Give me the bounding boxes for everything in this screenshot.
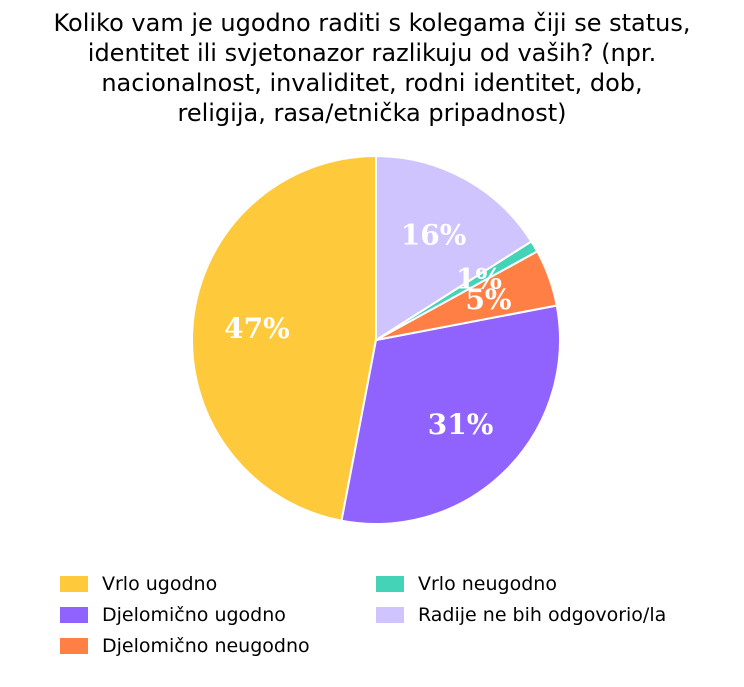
legend-label-3: Vrlo neugodno [418, 572, 557, 595]
legend-swatch-4 [376, 606, 404, 623]
legend-label-4: Radije ne bih odgovorio/la [418, 603, 667, 626]
pie-labels: 47% 31% 5%1% 16% [224, 219, 511, 441]
pie-slice-label-0: 47% [224, 312, 290, 345]
pie-slice-4 [375, 154, 533, 342]
pie-slice-1 [340, 304, 561, 525]
legend-label-2: Djelomično neugodno [102, 634, 310, 657]
legend-swatch-0 [60, 575, 88, 592]
legend-item-4: Radije ne bih odgovorio/la [376, 599, 706, 630]
legend-item-3: Vrlo neugodno [376, 568, 706, 599]
pie-slices [191, 154, 561, 525]
chart-title: Koliko vam je ugodno raditi s kolegama č… [53, 9, 691, 127]
legend-item-0: Vrlo ugodno [60, 568, 376, 599]
legend-label-1: Djelomično ugodno [102, 603, 286, 626]
legend-swatch-2 [60, 637, 88, 654]
legend-swatch-1 [60, 606, 88, 623]
legend-item-1: Djelomično ugodno [60, 599, 376, 630]
legend-item-2: Djelomično neugodno [60, 630, 376, 661]
pie-slice-label-2: 5% [465, 283, 511, 316]
legend-swatch-3 [376, 575, 404, 592]
legend: Vrlo ugodno Djelomično ugodno Djelomično n… [60, 568, 720, 661]
pie-slice-label-4: 16% [401, 219, 467, 252]
legend-label-0: Vrlo ugodno [102, 572, 218, 595]
pie-slice-0 [191, 154, 377, 522]
pie-slice-label-1: 31% [428, 408, 494, 441]
pie-slice-label-3: 1% [456, 263, 502, 296]
